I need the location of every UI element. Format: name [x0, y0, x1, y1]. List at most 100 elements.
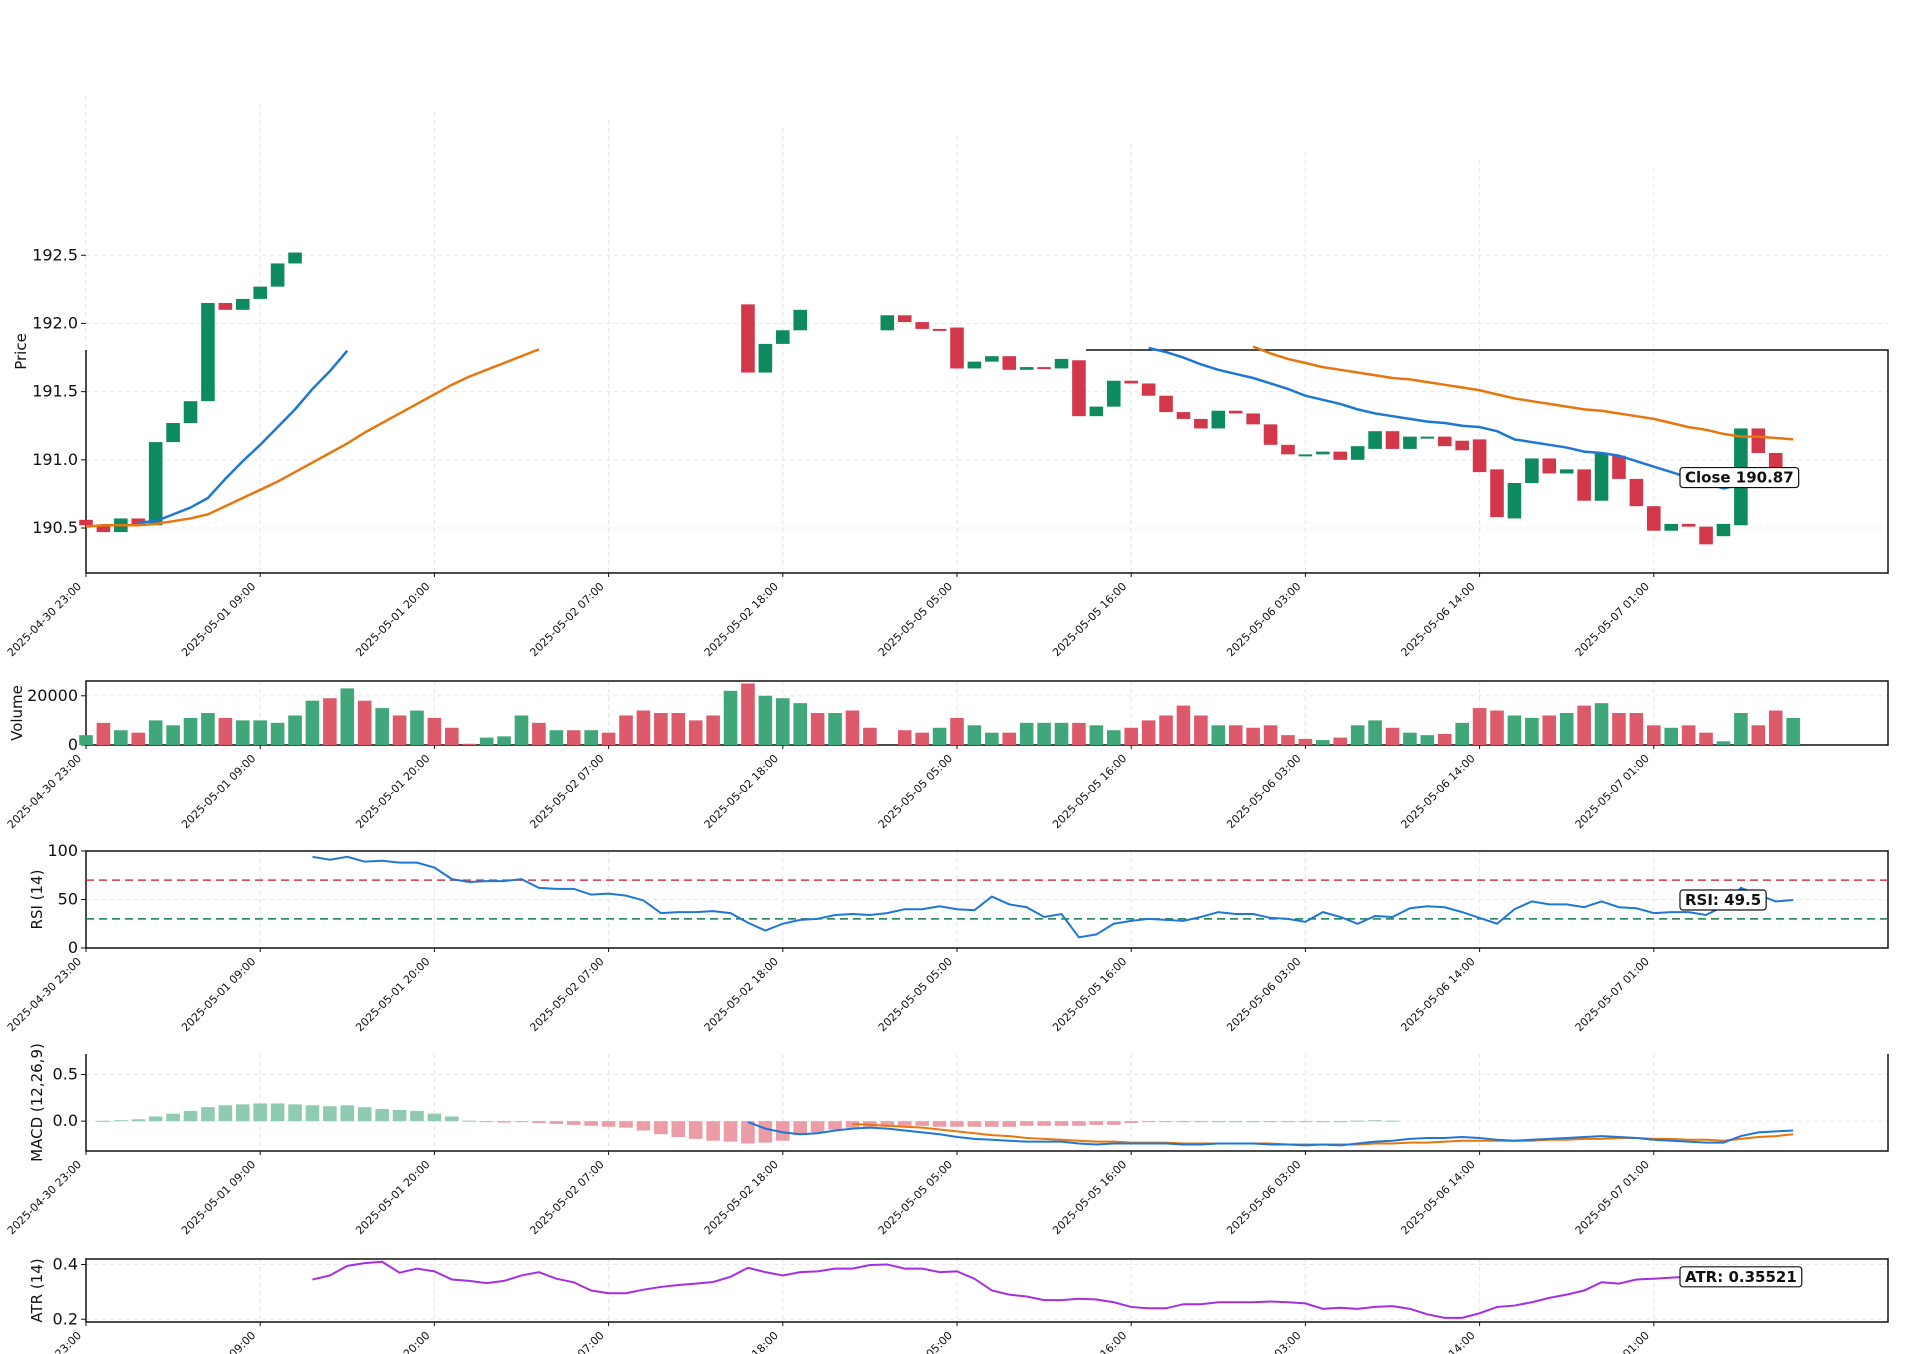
candle	[1559, 469, 1574, 474]
x-tick-label: 2025-05-02 07:00	[527, 1329, 606, 1354]
candle	[1228, 410, 1243, 414]
candle	[270, 263, 285, 287]
volume-bar	[1368, 720, 1382, 745]
macd-histogram-bar	[1368, 1120, 1382, 1122]
x-tick-label: 2025-05-05 05:00	[876, 580, 955, 659]
volume-bar	[1002, 732, 1017, 745]
x-tick-label: 2025-05-06 03:00	[1224, 752, 1303, 831]
candle	[183, 401, 198, 423]
macd-histogram-bar	[96, 1120, 111, 1122]
volume-bar	[166, 725, 180, 745]
macd-histogram-bar	[201, 1107, 215, 1122]
volume-bar	[357, 700, 372, 745]
y-tick-label: 0	[68, 735, 78, 754]
volume-bar	[1019, 722, 1034, 745]
candle	[1629, 478, 1644, 507]
candle	[967, 361, 982, 369]
volume-bar	[1194, 715, 1208, 745]
x-tick-label: 2025-05-07 01:00	[1573, 1158, 1652, 1237]
candle	[1019, 367, 1034, 370]
macd-histogram-bar	[1228, 1121, 1243, 1123]
y-tick-label: 100	[47, 841, 78, 860]
value-badge-text: RSI: 49.5	[1685, 891, 1761, 909]
volume-bar	[1072, 722, 1086, 745]
candle	[950, 327, 964, 369]
x-tick-label: 2025-05-01 20:00	[353, 752, 432, 831]
volume-bar	[1594, 703, 1609, 745]
volume-bar	[1542, 715, 1557, 745]
volume-bar	[1716, 741, 1731, 745]
x-tick-label: 2025-05-05 05:00	[876, 955, 955, 1034]
macd-histogram-bar	[114, 1120, 128, 1122]
x-tick-label: 2025-05-07 01:00	[1573, 580, 1652, 659]
volume-bar	[1333, 737, 1348, 745]
candle	[148, 442, 163, 526]
macd-histogram-bar	[950, 1121, 964, 1127]
y-tick-label: 0.0	[53, 1111, 78, 1130]
x-tick-label: 2025-05-06 14:00	[1398, 752, 1477, 831]
volume-bar	[1681, 725, 1696, 745]
volume-bar	[462, 743, 477, 745]
macd-histogram-bar	[810, 1121, 825, 1133]
x-tick-label: 2025-05-06 14:00	[1398, 955, 1477, 1034]
x-tick-label: 2025-05-05 16:00	[1050, 1329, 1129, 1354]
volume-bar	[671, 713, 686, 745]
macd-histogram-bar	[1089, 1121, 1104, 1125]
volume-bar	[375, 708, 389, 745]
x-tick-label: 2025-05-06 14:00	[1398, 1329, 1477, 1354]
volume-bar	[897, 730, 912, 745]
candle	[741, 304, 755, 373]
x-tick-label: 2025-05-07 01:00	[1573, 955, 1652, 1034]
volume-bar	[828, 713, 842, 745]
volume-bar	[96, 722, 111, 745]
volume-bar	[619, 715, 633, 745]
macd-histogram-bar	[654, 1121, 668, 1135]
volume-bar	[114, 730, 128, 745]
volume-bar	[1141, 720, 1156, 745]
x-tick-label: 2025-04-30 23:00	[5, 752, 84, 831]
candle	[1141, 383, 1156, 396]
value-badge-box	[1679, 889, 1767, 911]
volume-bar	[1316, 740, 1330, 745]
candle	[1037, 367, 1051, 370]
y-axis-label: ATR (14)	[28, 1258, 46, 1322]
volume-bar	[340, 688, 355, 745]
macd-histogram-bar	[497, 1121, 511, 1123]
macd-histogram-bar	[253, 1103, 267, 1122]
macd-histogram-bar	[723, 1121, 738, 1142]
candle	[1542, 458, 1557, 474]
candle	[1368, 431, 1382, 449]
y-axis-label: MACD (12,26,9)	[28, 1043, 46, 1162]
macd-histogram-bar	[1159, 1121, 1173, 1123]
volume-bar	[1211, 725, 1226, 745]
macd-line	[747, 1121, 1794, 1147]
macd-histogram-bar	[828, 1121, 842, 1130]
macd-histogram-bar	[741, 1121, 755, 1144]
volume-bar	[1106, 730, 1121, 745]
x-tick-label: 2025-04-30 23:00	[5, 580, 84, 659]
x-tick-label: 2025-04-30 23:00	[5, 1158, 84, 1237]
x-tick-label: 2025-05-05 05:00	[876, 752, 955, 831]
macd-histogram-bar	[1281, 1121, 1295, 1123]
volume-bar	[1612, 713, 1626, 745]
y-axis-label: RSI (14)	[28, 870, 46, 930]
rsi-line	[312, 855, 1794, 939]
volume-bar	[201, 713, 215, 745]
y-tick-label: 0.4	[53, 1254, 78, 1273]
macd-histogram-bar	[584, 1121, 598, 1126]
candle	[1403, 436, 1417, 449]
macd-histogram-bar	[270, 1103, 285, 1122]
x-tick-label: 2025-05-05 16:00	[1050, 752, 1129, 831]
y-tick-label: 50	[58, 890, 78, 909]
candle	[1437, 436, 1452, 447]
volume-bar	[636, 710, 651, 745]
macd-histogram-bar	[479, 1121, 494, 1123]
macd-histogram-bar	[619, 1121, 633, 1128]
candle	[915, 322, 929, 329]
macd-histogram-bar	[1194, 1121, 1208, 1123]
candle	[1089, 406, 1104, 417]
x-tick-label: 2025-05-01 09:00	[179, 955, 258, 1034]
volume-bar	[1455, 722, 1469, 745]
x-tick-label: 2025-05-05 16:00	[1050, 955, 1129, 1034]
